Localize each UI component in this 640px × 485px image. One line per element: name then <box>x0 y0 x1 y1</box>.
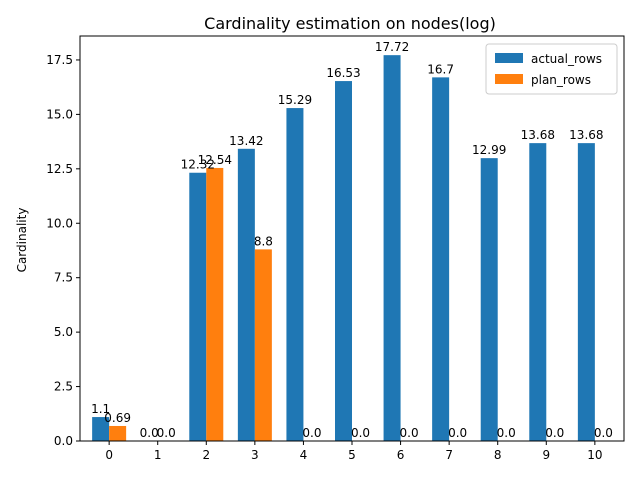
chart-title: Cardinality estimation on nodes(log) <box>204 14 496 33</box>
x-tick-label: 8 <box>494 448 502 462</box>
data-label-plan_rows-6: 0.0 <box>400 426 419 440</box>
y-tick-label: 12.5 <box>46 162 73 176</box>
data-label-actual_rows-9: 13.68 <box>521 128 555 142</box>
legend-swatch-plan_rows <box>495 74 523 84</box>
data-label-plan_rows-8: 0.0 <box>497 426 516 440</box>
x-axis-ticks: 0 1 2 3 4 5 6 7 8 9 10 <box>105 441 602 462</box>
bar-actual_rows-0 <box>92 417 110 441</box>
x-tick-label: 1 <box>154 448 162 462</box>
data-label-actual_rows-3: 13.42 <box>229 134 263 148</box>
y-axis-label: Cardinality <box>15 208 29 273</box>
bar-actual_rows-2 <box>189 172 207 442</box>
y-tick-label: 2.5 <box>54 380 73 394</box>
data-label-plan_rows-0: 0.69 <box>104 411 131 425</box>
data-label-actual_rows-2: 12.32 <box>181 158 215 172</box>
data-label-plan_rows-10: 0.0 <box>594 426 613 440</box>
x-tick-label: 9 <box>542 448 550 462</box>
x-tick-label: 10 <box>587 448 602 462</box>
y-axis-ticks: 0.0 2.5 5.0 7.5 10.0 12.5 15.0 17.5 <box>46 53 80 448</box>
plot-area-frame <box>79 35 625 442</box>
x-tick-label: 6 <box>397 448 405 462</box>
data-label-plan_rows-9: 0.0 <box>545 426 564 440</box>
y-tick-label: 7.5 <box>54 271 73 285</box>
x-tick-label: 2 <box>202 448 210 462</box>
legend-label-plan_rows: plan_rows <box>531 73 591 87</box>
data-label-plan_rows-4: 0.0 <box>302 426 321 440</box>
legend-swatch-actual_rows <box>495 53 523 63</box>
data-label-plan_rows-3: 8.8 <box>254 234 273 248</box>
data-labels-group: 1.1 0.0 12.32 13.42 15.29 16.53 17.72 16.7 12.99… <box>91 40 613 440</box>
data-label-actual_rows-4: 15.29 <box>278 93 312 107</box>
y-tick-label: 10.0 <box>46 216 73 230</box>
data-label-actual_rows-7: 16.7 <box>427 62 454 76</box>
bar-actual_rows-8 <box>480 158 498 441</box>
data-label-plan_rows-7: 0.0 <box>448 426 467 440</box>
data-label-plan_rows-2: 12.54 <box>198 153 232 167</box>
bar-actual_rows-7 <box>432 77 450 442</box>
bar-plan_rows-3 <box>254 249 272 441</box>
x-tick-label: 3 <box>251 448 259 462</box>
bar-actual_rows-3 <box>237 148 255 442</box>
x-tick-label: 4 <box>300 448 308 462</box>
bar-actual_rows-5 <box>335 81 352 441</box>
y-tick-label: 15.0 <box>46 107 73 121</box>
bar-plan_rows-2 <box>206 167 224 441</box>
y-tick-label: 17.5 <box>46 53 73 67</box>
data-label-actual_rows-5: 16.53 <box>326 66 360 80</box>
data-label-actual_rows-8: 12.99 <box>472 143 506 157</box>
y-tick-label: 5.0 <box>54 325 73 339</box>
data-label-actual_rows-10: 13.68 <box>569 128 603 142</box>
bar-plan_rows-0 <box>109 425 127 441</box>
data-label-actual_rows-1: 0.0 <box>140 426 159 440</box>
x-tick-label: 5 <box>348 448 356 462</box>
bar-actual_rows-9 <box>529 143 547 441</box>
bar-actual_rows-10 <box>577 143 595 441</box>
bars-group <box>92 55 595 442</box>
legend: actual_rows plan_rows <box>485 43 618 95</box>
bar-actual_rows-4 <box>286 108 304 441</box>
y-tick-label: 0.0 <box>54 434 73 448</box>
legend-label-actual_rows: actual_rows <box>531 52 602 66</box>
x-tick-label: 7 <box>445 448 453 462</box>
bar-actual_rows-6 <box>383 55 401 441</box>
data-label-plan_rows-5: 0.0 <box>351 426 370 440</box>
data-label-actual_rows-6: 17.72 <box>375 40 409 54</box>
x-tick-label: 0 <box>105 448 113 462</box>
data-label-actual_rows-0: 1.1 <box>91 402 110 416</box>
data-label-plan_rows-1: 0.0 <box>157 426 176 440</box>
